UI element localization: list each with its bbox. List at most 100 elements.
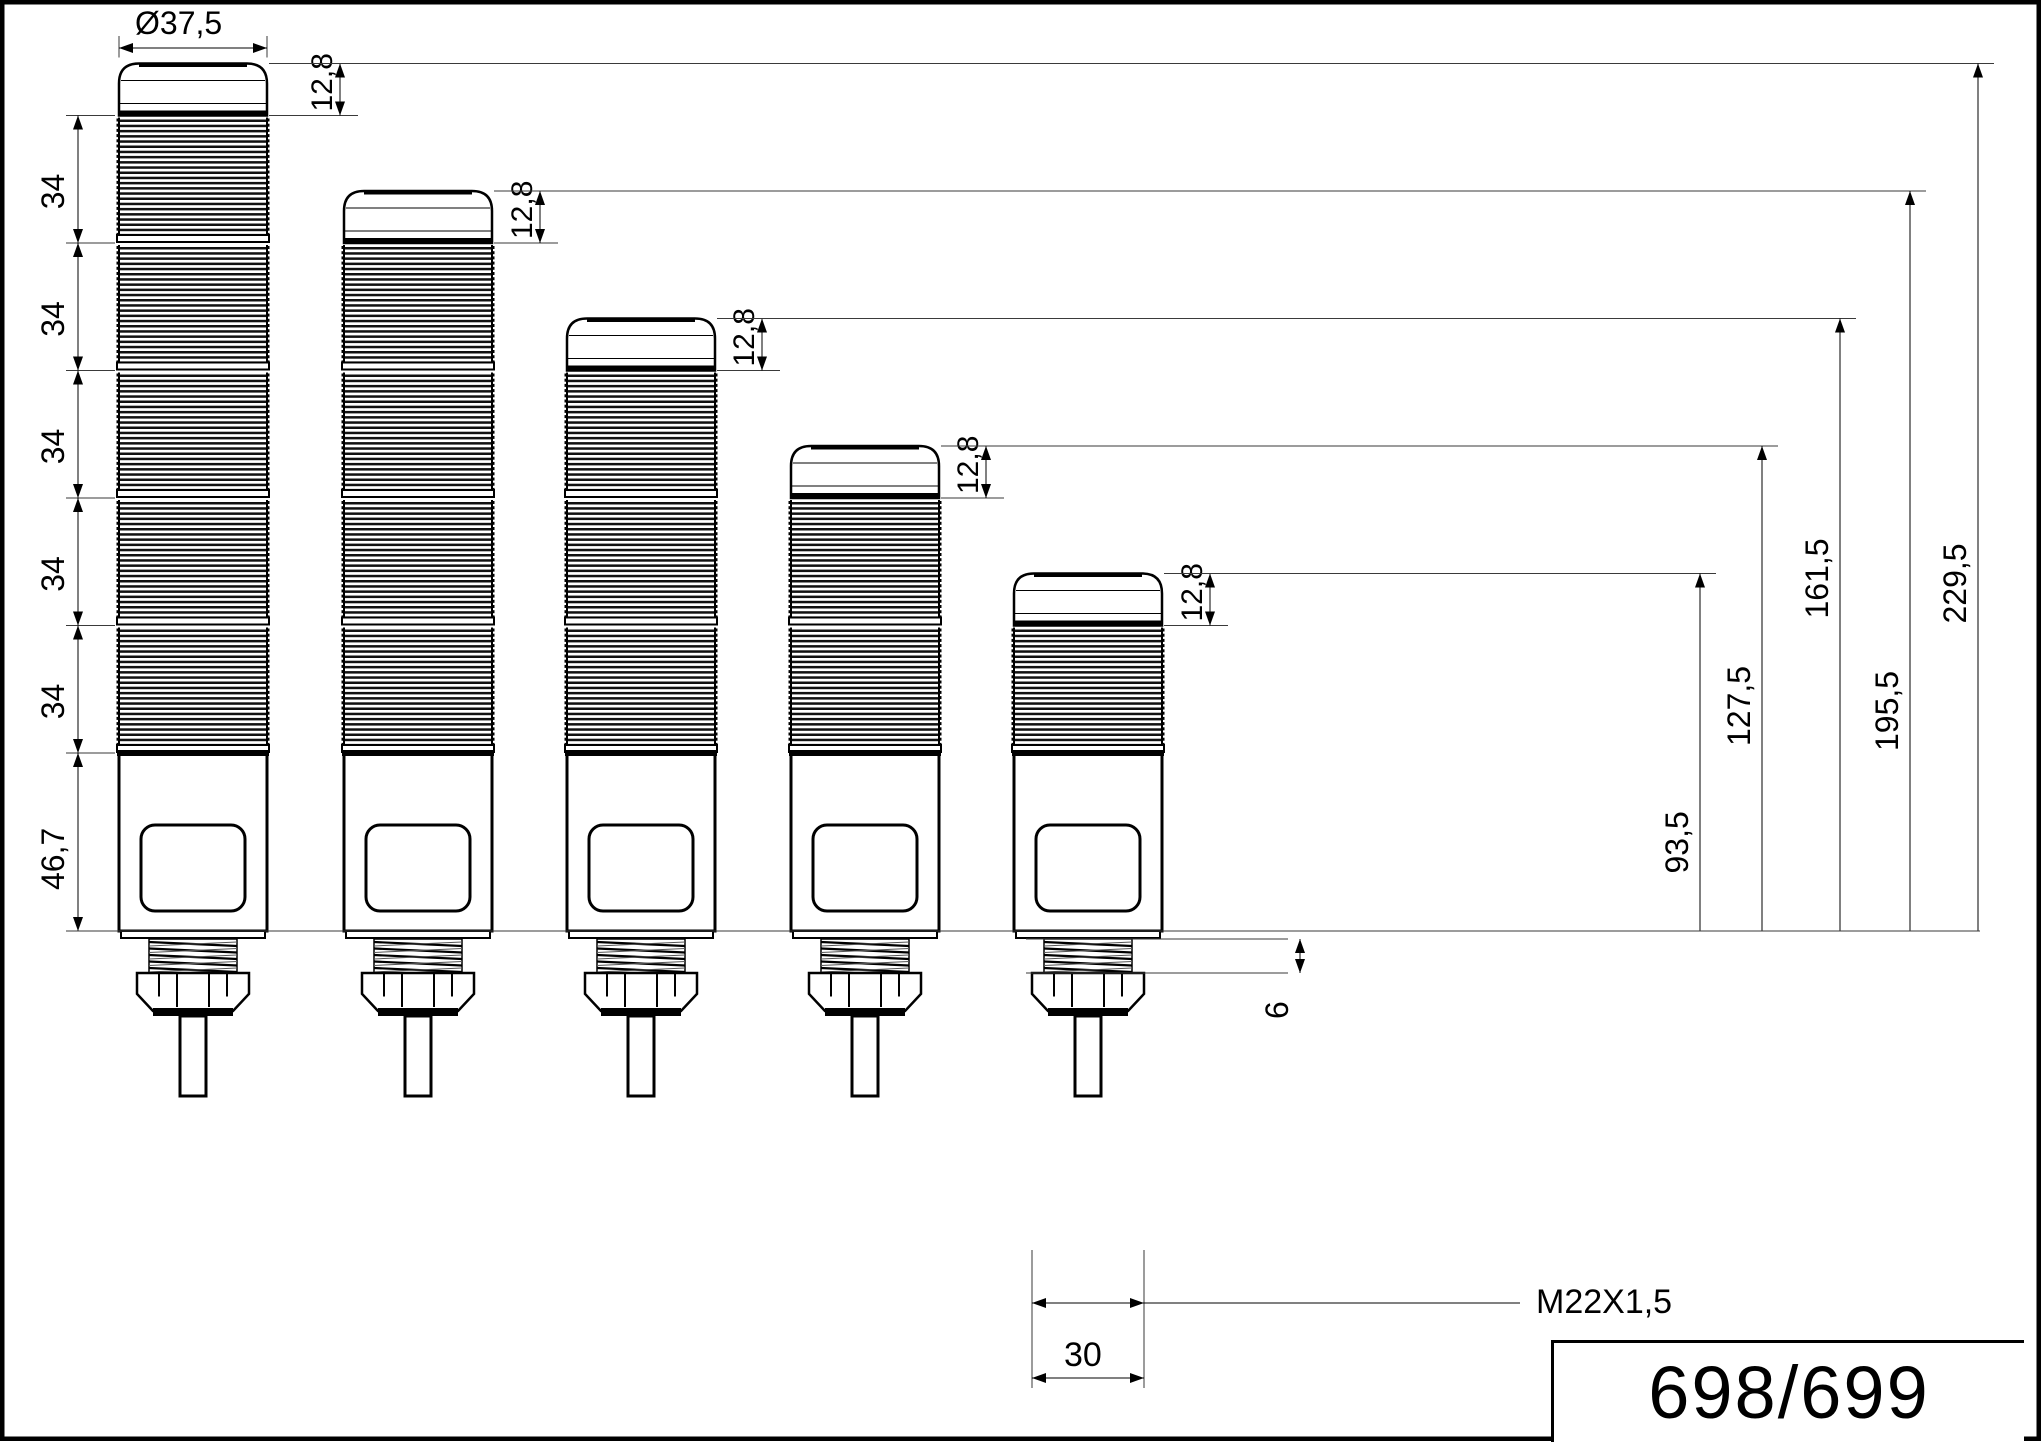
rib xyxy=(119,447,267,450)
rib xyxy=(119,431,267,435)
rib xyxy=(567,457,715,461)
rib xyxy=(1014,660,1162,664)
rib xyxy=(119,723,267,726)
rib xyxy=(119,691,267,695)
part-number-label: 698/699 xyxy=(1648,1351,1930,1434)
rib xyxy=(567,431,715,435)
rib xyxy=(344,611,492,614)
thread-root xyxy=(820,948,910,953)
rib xyxy=(791,564,939,567)
rib xyxy=(119,676,267,679)
base-label-plate xyxy=(587,823,695,913)
rib xyxy=(1014,645,1162,648)
title-block: 698/699 xyxy=(1551,1340,2024,1442)
rib xyxy=(119,293,267,297)
rib xyxy=(344,351,492,354)
rib xyxy=(344,686,492,690)
rib xyxy=(119,468,267,471)
stack-arrow-top-1 xyxy=(73,243,83,257)
rib xyxy=(791,655,939,658)
cap-arrow-bot-4 xyxy=(981,484,991,498)
rib xyxy=(344,325,492,328)
rib xyxy=(344,447,492,450)
rib xyxy=(791,559,939,562)
rib xyxy=(567,473,715,476)
rib xyxy=(791,660,939,664)
rib xyxy=(344,267,492,271)
segment-divider xyxy=(341,616,495,626)
hex-nut xyxy=(583,971,699,1013)
rib xyxy=(119,712,267,716)
rib xyxy=(119,395,267,398)
thread-root xyxy=(596,941,686,947)
dome-cap xyxy=(1012,572,1164,627)
thread-root xyxy=(820,954,910,960)
rib xyxy=(567,522,715,526)
rib xyxy=(344,569,492,573)
dimension-annotations: Ø37,5 12,8 12,8 12,8 12,8 12,8 34 34 34 34 34 46,7 2… xyxy=(35,5,1994,1388)
led-segment-4 xyxy=(341,627,495,747)
tower-4 xyxy=(788,444,942,1098)
segment-divider xyxy=(564,489,718,498)
base-flange xyxy=(1015,930,1161,939)
base-flange xyxy=(792,930,938,939)
rib xyxy=(344,650,492,653)
rib xyxy=(344,309,492,312)
m22-arrow-left xyxy=(1032,1298,1046,1308)
rib xyxy=(119,416,267,419)
rib xyxy=(344,665,492,669)
cap-arrow-bot-2 xyxy=(535,229,545,243)
rib xyxy=(119,611,267,614)
segment-divider xyxy=(788,616,942,626)
rib xyxy=(119,564,267,567)
total-arrow-top-3 xyxy=(1835,318,1845,333)
rib xyxy=(344,639,492,643)
led-segment-2 xyxy=(116,245,270,365)
rib xyxy=(791,717,939,721)
stack-arrow-bot-1 xyxy=(73,356,83,371)
rib xyxy=(344,400,492,403)
rib xyxy=(791,512,939,515)
rib xyxy=(344,574,492,578)
hex-nut xyxy=(360,971,476,1013)
rib xyxy=(1014,723,1162,726)
rib xyxy=(344,676,492,679)
thread-root xyxy=(148,954,238,960)
arrow-30-left xyxy=(1032,1373,1046,1383)
rib xyxy=(1014,676,1162,679)
rib xyxy=(119,145,267,148)
thread-root xyxy=(596,967,686,973)
cap-arrow-bot-5 xyxy=(1205,611,1215,626)
rib xyxy=(119,600,267,604)
led-segment-1 xyxy=(1011,627,1165,747)
rib xyxy=(1014,634,1162,638)
thread-root xyxy=(148,941,238,947)
rib xyxy=(119,606,267,609)
thread-root xyxy=(596,954,686,960)
cable xyxy=(178,1014,208,1098)
rib xyxy=(344,712,492,716)
rib xyxy=(119,309,267,312)
total-arrow-top-1 xyxy=(1973,63,1983,78)
rib xyxy=(119,528,267,531)
rib xyxy=(119,228,267,232)
rib xyxy=(344,538,492,541)
gland-arrow-top xyxy=(1295,939,1305,953)
cap-dim-label-5: 12,8 xyxy=(1176,563,1209,621)
rib xyxy=(119,671,267,674)
rib xyxy=(344,580,492,583)
rib xyxy=(567,384,715,388)
base-label-plate xyxy=(1034,823,1142,913)
cable xyxy=(1073,1014,1103,1098)
rib xyxy=(344,390,492,393)
led-segment-1 xyxy=(564,372,718,492)
rib xyxy=(119,655,267,658)
rib xyxy=(119,512,267,515)
rib xyxy=(119,569,267,573)
rib xyxy=(119,585,267,588)
rib xyxy=(119,181,267,185)
rib xyxy=(119,335,267,338)
rib xyxy=(791,676,939,679)
led-segment-2 xyxy=(564,500,718,620)
